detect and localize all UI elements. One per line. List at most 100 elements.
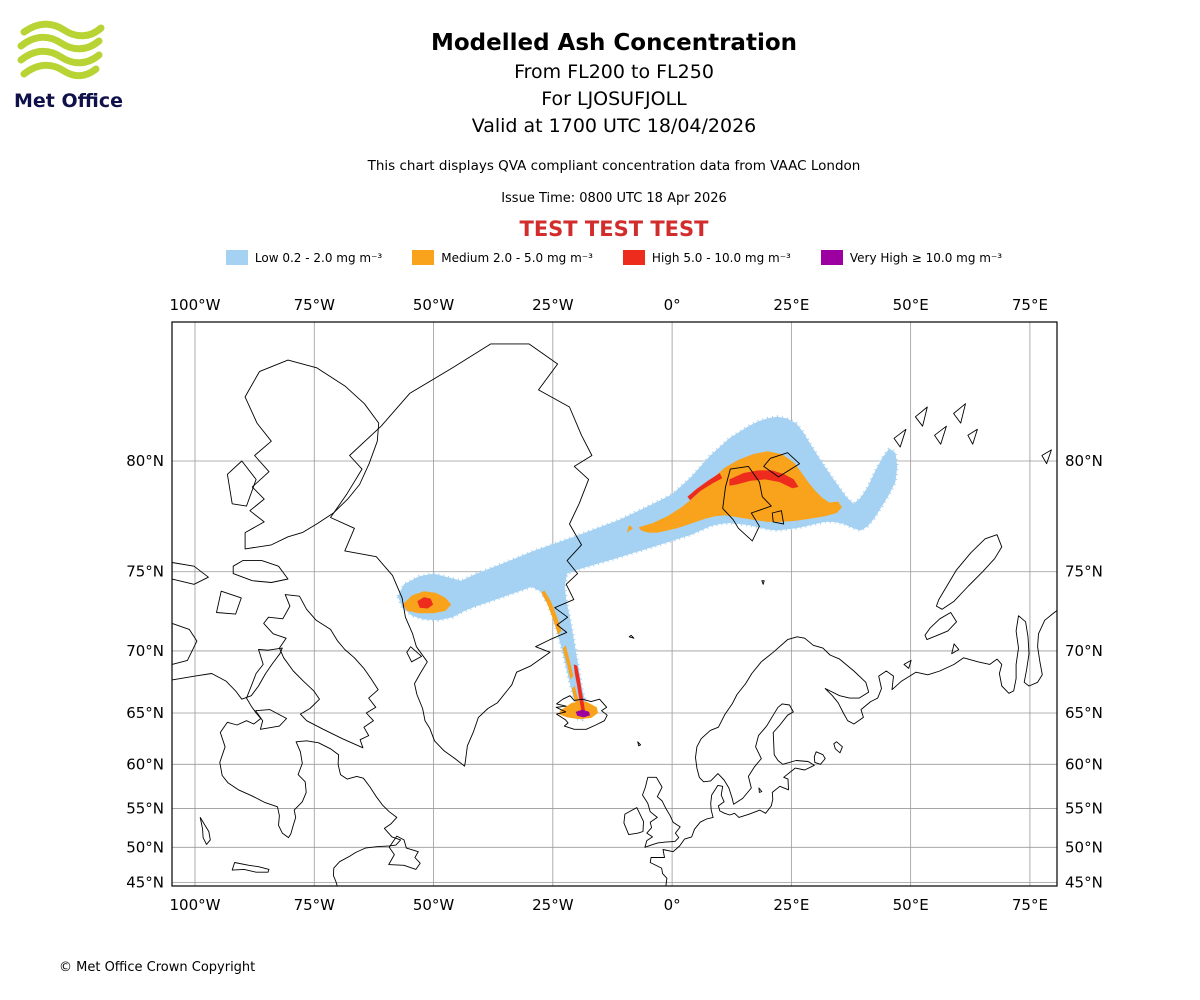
test-banner: TEST TEST TEST (519, 217, 709, 241)
map-layers (172, 322, 1057, 886)
chart-header: Modelled Ash Concentration From FL200 to… (28, 0, 1200, 265)
lon-tick-top: 75°E (1012, 296, 1048, 314)
coastline-arctic-islet (1041, 449, 1052, 465)
lon-tick-top: 75°W (294, 296, 336, 314)
legend-label-veryhigh: Very High ≥ 10.0 mg m⁻³ (849, 250, 1003, 265)
coastline-ireland (623, 807, 644, 836)
ash-plume-medium (638, 451, 842, 533)
lon-tick-top: 25°W (532, 296, 574, 314)
ash-plume-high (573, 664, 586, 717)
legend-swatch-low (225, 250, 248, 265)
coastline-devon-island (232, 560, 289, 583)
flight-level-line: From FL200 to FL250 (514, 61, 714, 83)
lat-tick-right: 50°N (1065, 838, 1103, 856)
coastline-lake-superior (231, 862, 270, 873)
coastline-axel-heiberg (226, 460, 257, 507)
coastline-vaygach (951, 643, 960, 655)
ash-plume-high (687, 473, 723, 501)
lon-tick-bottom: 75°E (1012, 896, 1048, 914)
lon-tick-bottom: 0° (664, 896, 681, 914)
tick-labels: 100°W 100°W 75°W 75°W 50°W 50°W 25°W 25°W 0° 0° 25… (126, 296, 1103, 914)
coastline-franz-josef-3 (934, 425, 947, 445)
lon-tick-bottom: 25°E (773, 896, 809, 914)
legend: Low 0.2 - 2.0 mg m⁻³ Medium 2.0 - 5.0 mg … (28, 250, 1200, 265)
coastline-franz-josef-4 (953, 403, 966, 424)
coastline-faroe-islands (637, 741, 642, 747)
lat-tick-left: 80°N (126, 452, 164, 470)
ash-plume-medium (562, 645, 574, 680)
coastline-lake-onega (833, 741, 843, 754)
coastline-franz-josef-2 (914, 406, 928, 427)
valid-time-line: Valid at 1700 UTC 18/04/2026 (471, 115, 757, 137)
ash-plume-low (396, 415, 899, 722)
coastline-somerset-island (216, 590, 242, 615)
logo-wave-group (17, 20, 105, 80)
issue-time: Issue Time: 0800 UTC 18 Apr 2026 (501, 191, 727, 206)
coastline-novaya-zemlya-south (924, 612, 957, 641)
legend-item-veryhigh: Very High ≥ 10.0 mg m⁻³ (820, 250, 1003, 265)
coastline-newfoundland (388, 835, 421, 870)
lon-tick-top: 50°W (413, 296, 455, 314)
lat-tick-left: 45°N (126, 873, 164, 891)
coastline-nordaustlandet (763, 452, 800, 478)
coastline-europe-russia-mainland (649, 609, 1057, 886)
lat-tick-left: 50°N (126, 838, 164, 856)
map-frame (171, 321, 1058, 887)
coastline-ellesmere-island (244, 359, 380, 550)
coastline-franz-josef-5 (967, 428, 978, 445)
legend-label-high: High 5.0 - 10.0 mg m⁻³ (651, 250, 791, 265)
coastline-melville-island (172, 562, 209, 585)
lat-tick-right: 60°N (1065, 755, 1103, 773)
legend-item-high: High 5.0 - 10.0 mg m⁻³ (622, 250, 791, 265)
coastline-southampton-island (255, 709, 288, 730)
legend-item-low: Low 0.2 - 2.0 mg m⁻³ (225, 250, 382, 265)
ash-plume-medium (626, 525, 633, 533)
lat-tick-right: 70°N (1065, 642, 1103, 660)
legend-swatch-veryhigh (820, 250, 843, 265)
lat-tick-right: 55°N (1065, 799, 1103, 817)
coastline-bear-island (761, 580, 765, 585)
ash-plume-medium (558, 701, 599, 720)
coastline-jan-mayen (628, 634, 635, 639)
copyright: © Met Office Crown Copyright (59, 960, 256, 975)
chart-title: Modelled Ash Concentration (430, 30, 798, 56)
coastline-spitsbergen (722, 465, 772, 542)
lon-tick-bottom: 25°W (532, 896, 574, 914)
ash-plume-medium (571, 686, 580, 707)
lat-tick-left: 55°N (126, 799, 164, 817)
coastline-iceland (555, 695, 608, 730)
legend-swatch-high (622, 250, 645, 265)
volcano-line: For LJOSUFJOLL (541, 88, 687, 110)
ash-plume-high (417, 597, 434, 609)
lat-tick-right: 65°N (1065, 704, 1103, 722)
lat-tick-right: 75°N (1065, 563, 1103, 581)
coastline-kolguyev (903, 659, 912, 669)
coastline-disko-island (406, 646, 423, 663)
lon-tick-bottom: 75°W (294, 896, 336, 914)
lat-tick-left: 60°N (126, 755, 164, 773)
coastline-edgeoya (771, 510, 785, 525)
lat-tick-left: 75°N (126, 563, 164, 581)
coastline-mainland-canada (172, 647, 402, 886)
coastline-greenland (330, 343, 593, 767)
lon-tick-top: 0° (664, 296, 681, 314)
coastline-baffin-island (263, 594, 379, 749)
compliance-note: This chart displays QVA compliant concen… (367, 158, 861, 174)
lat-tick-right: 80°N (1065, 452, 1103, 470)
lon-tick-bottom: 50°W (413, 896, 455, 914)
legend-swatch-medium (412, 250, 435, 265)
coastline-novaya-zemlya-north (935, 534, 1003, 610)
coastline-great-britain (642, 776, 681, 848)
met-office-logo-text: Met Office (14, 90, 123, 112)
coastline-gotland (758, 787, 763, 793)
graticule (172, 322, 1057, 886)
met-office-logo: Met Office (14, 20, 134, 112)
lat-tick-left: 70°N (126, 642, 164, 660)
ash-plume-medium (541, 590, 562, 635)
coastline-lake-winnipeg (199, 816, 211, 845)
ash-plume-veryhigh (575, 709, 590, 718)
coastline-victoria-island (172, 622, 198, 665)
lat-tick-left: 65°N (126, 704, 164, 722)
lon-tick-top: 100°W (170, 296, 221, 314)
